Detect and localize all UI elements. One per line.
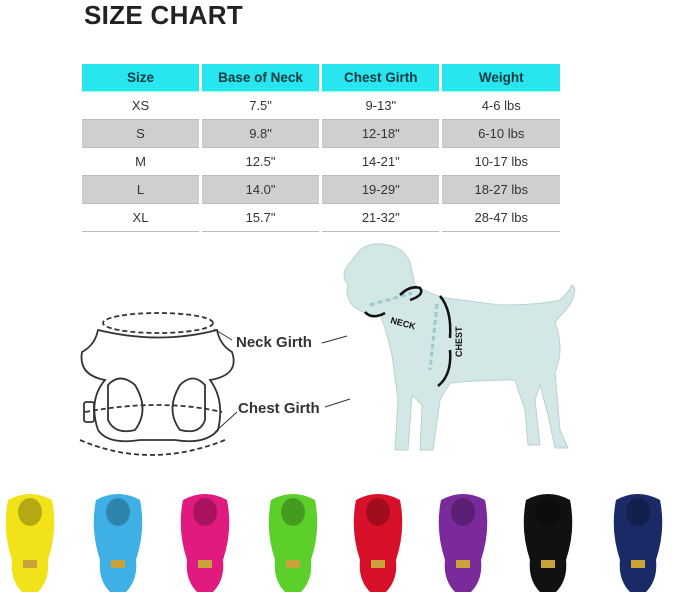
cell-weight: 4-6 lbs: [442, 92, 560, 120]
harness-color-swatches: [5, 494, 663, 592]
cell-size: L: [82, 176, 199, 204]
neck-connector-line: [321, 335, 348, 344]
cell-weight: 28-47 lbs: [442, 204, 560, 232]
cell-base-of-neck: 15.7": [201, 204, 320, 232]
table-row: XL 15.7" 21-32" 28-47 lbs: [82, 204, 560, 232]
cell-base-of-neck: 7.5": [201, 92, 320, 120]
chest-connector-line: [324, 398, 351, 408]
cell-base-of-neck: 12.5": [201, 148, 320, 176]
cell-weight: 10-17 lbs: [442, 148, 560, 176]
header-base-of-neck: Base of Neck: [201, 64, 320, 92]
size-table: Size Base of Neck Chest Girth Weight XS 7…: [79, 64, 563, 232]
cell-size: S: [82, 120, 199, 148]
table-row: S 9.8" 12-18" 6-10 lbs: [82, 120, 560, 148]
table-row: M 12.5" 14-21" 10-17 lbs: [82, 148, 560, 176]
neck-girth-label: Neck Girth: [236, 334, 312, 351]
cell-weight: 18-27 lbs: [442, 176, 560, 204]
cell-size: M: [82, 148, 199, 176]
header-chest-girth: Chest Girth: [322, 64, 440, 92]
chest-girth-label: Chest Girth: [238, 400, 320, 417]
page-title: SIZE CHART: [84, 0, 243, 30]
harness-swatch-4: [353, 494, 403, 592]
table-row: XS 7.5" 9-13" 4-6 lbs: [82, 92, 560, 120]
dog-chest-label: CHEST: [454, 326, 464, 357]
harness-swatch-2: [180, 494, 230, 592]
harness-swatch-7: [613, 494, 663, 592]
neck-pointer-line: [213, 328, 233, 341]
cell-weight: 6-10 lbs: [442, 120, 560, 148]
table-row: L 14.0" 19-29" 18-27 lbs: [82, 176, 560, 204]
table-header-row: Size Base of Neck Chest Girth Weight: [82, 64, 560, 92]
cell-size: XS: [82, 92, 199, 120]
cell-chest-girth: 12-18": [322, 120, 440, 148]
chest-arrow-icon: [437, 295, 452, 387]
header-size: Size: [82, 64, 199, 92]
harness-outline-icon: [79, 312, 235, 456]
harness-swatch-1: [93, 494, 143, 592]
neck-arrow-icon: [364, 286, 423, 318]
cell-chest-girth: 19-29": [322, 176, 440, 204]
harness-swatch-3: [268, 494, 318, 592]
cell-chest-girth: 21-32": [322, 204, 440, 232]
harness-swatch-0: [5, 494, 55, 592]
harness-swatch-5: [438, 494, 488, 592]
cell-base-of-neck: 14.0": [201, 176, 320, 204]
chest-pointer-line: [214, 411, 238, 433]
header-weight: Weight: [442, 64, 560, 92]
cell-chest-girth: 9-13": [322, 92, 440, 120]
cell-base-of-neck: 9.8": [201, 120, 320, 148]
cell-size: XL: [82, 204, 199, 232]
cell-chest-girth: 14-21": [322, 148, 440, 176]
harness-swatch-6: [523, 494, 573, 592]
